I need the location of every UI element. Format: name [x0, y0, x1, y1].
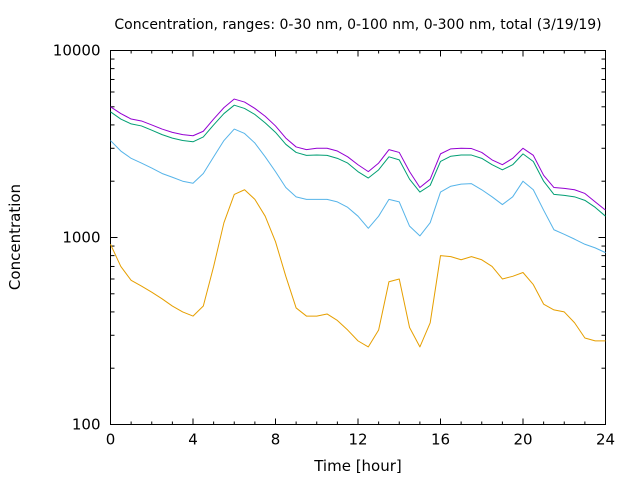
- series-group: [110, 98, 606, 348]
- plot-frame: [110, 50, 606, 425]
- x-tick-label: 12: [348, 431, 367, 449]
- x-axis-label: Time [hour]: [313, 457, 402, 475]
- y-tick-label: 10000: [53, 42, 101, 60]
- series-line-3: [110, 104, 606, 217]
- x-tick-label: 4: [188, 431, 198, 449]
- axis-ticks: 0 4 8 12 16 20 24 100 1000 10000: [53, 42, 615, 449]
- y-tick-label: 100: [72, 416, 101, 434]
- chart-title: Concentration, ranges: 0-30 nm, 0-100 nm…: [114, 17, 601, 33]
- y-axis-label: Concentration: [6, 184, 24, 290]
- x-tick-label: 0: [106, 431, 116, 449]
- series-line-2: [110, 128, 606, 254]
- y-tick-label: 1000: [62, 229, 100, 247]
- x-tick-label: 20: [513, 431, 532, 449]
- series-line-1: [110, 189, 606, 348]
- x-tick-label: 8: [271, 431, 281, 449]
- series-line-4: [110, 98, 606, 211]
- x-tick-label: 24: [596, 431, 615, 449]
- x-tick-label: 16: [431, 431, 450, 449]
